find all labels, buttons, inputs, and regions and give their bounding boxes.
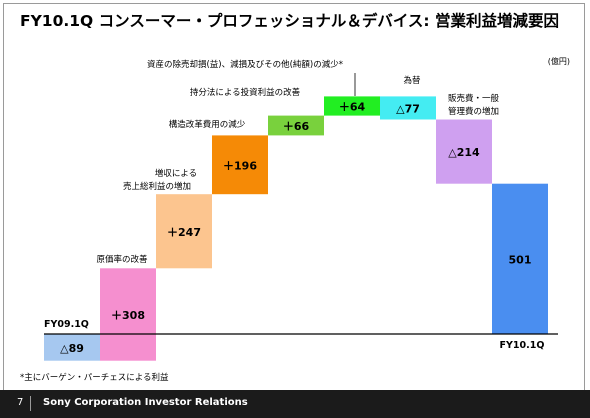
driver-label-7b: 管理費の増加: [448, 106, 499, 117]
bar-6: [380, 96, 436, 120]
driver-label-4: 持分法による投資利益の改善: [190, 87, 301, 98]
footer-organization: Sony Corporation Investor Relations: [43, 397, 248, 408]
driver-label-1: 原価率の改善: [96, 254, 148, 265]
driver-label-2a: 増収による: [155, 168, 197, 179]
value-label-7: △214: [448, 146, 480, 159]
bar-7: [436, 119, 492, 184]
driver-label-3: 構造改革費用の減少: [169, 119, 246, 130]
bar-8: [492, 183, 548, 334]
category-label-start: FY09.1Q: [44, 319, 89, 330]
value-label-5: ＋64: [339, 101, 366, 114]
bar-0: [44, 334, 100, 361]
page-title: FY10.1Q コンスーマー・プロフェッショナル＆デバイス: 営業利益増減要因: [20, 12, 559, 30]
driver-label-7a: 販売費・一般: [448, 93, 500, 104]
bar-5: [324, 96, 380, 116]
footnote: *主にバーゲン・パーチェスによる利益: [20, 373, 169, 383]
driver-label-6: 為替: [403, 75, 421, 86]
value-label-8: 501: [509, 253, 532, 266]
bar-3: [212, 135, 268, 195]
footer-bar: 7 Sony Corporation Investor Relations: [0, 390, 590, 418]
driver-label-5: 資産の除売却損(益)、減損及びその他(純額)の減少*: [147, 59, 343, 70]
value-label-3: ＋196: [223, 159, 257, 172]
bar-1: [100, 268, 156, 361]
value-label-2: ＋247: [167, 226, 201, 239]
value-label-0: △89: [60, 342, 84, 355]
bar-4: [268, 115, 324, 136]
category-label-end: FY10.1Q: [500, 340, 545, 351]
value-label-4: ＋66: [283, 120, 310, 133]
unit-label: (億円): [547, 57, 570, 66]
page-number: 7: [17, 397, 24, 408]
bar-2: [156, 194, 212, 269]
value-label-6: △77: [396, 102, 420, 115]
driver-label-2b: 売上総利益の増加: [123, 181, 191, 192]
value-label-1: ＋308: [111, 309, 145, 322]
footer-divider: [30, 396, 31, 411]
